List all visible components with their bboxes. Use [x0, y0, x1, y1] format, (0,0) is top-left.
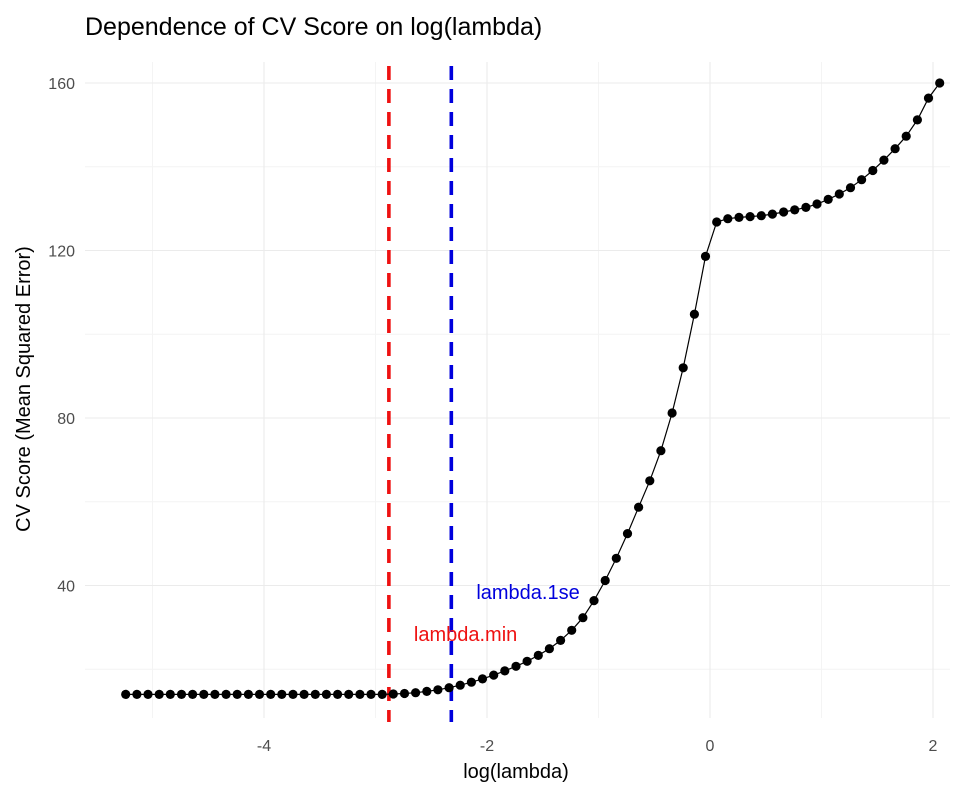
data-point	[333, 689, 343, 700]
reference-lines	[387, 66, 454, 722]
annotations: lambda.min lambda.1se	[414, 582, 580, 646]
data-point	[756, 211, 766, 221]
data-point	[845, 183, 856, 193]
y-tick-label: 120	[48, 244, 75, 261]
data-point	[556, 635, 566, 646]
chart-title: Dependence of CV Score on log(lambda)	[85, 13, 542, 41]
data-point	[767, 209, 778, 219]
tick-labels: -4 -2 0 2 40 80 120 160	[48, 76, 937, 755]
data-point	[645, 476, 655, 486]
data-point	[422, 686, 432, 697]
data-point	[857, 175, 867, 185]
data-point	[132, 689, 142, 700]
cv-series	[121, 78, 945, 700]
data-point	[388, 689, 398, 699]
data-point	[355, 689, 365, 700]
data-point	[232, 689, 242, 700]
data-point	[199, 689, 209, 700]
data-point	[622, 529, 633, 539]
data-point	[890, 144, 900, 154]
data-point	[310, 689, 320, 700]
y-tick-label: 160	[48, 76, 75, 93]
y-tick-label: 40	[57, 579, 75, 596]
data-point	[656, 446, 666, 456]
data-point	[455, 680, 465, 690]
data-point	[723, 214, 733, 224]
data-point	[611, 553, 621, 563]
data-point	[121, 689, 131, 700]
x-tick-label: 2	[929, 738, 938, 755]
data-point	[834, 189, 844, 199]
grid-lines	[85, 62, 950, 718]
data-point	[176, 689, 187, 700]
data-point	[344, 689, 354, 700]
data-point	[712, 217, 722, 227]
data-point	[634, 502, 644, 512]
y-axis-title: CV Score (Mean Squared Error)	[13, 246, 35, 532]
data-point	[511, 661, 521, 671]
data-point	[790, 205, 800, 215]
data-point	[600, 575, 610, 586]
data-point	[444, 683, 454, 693]
x-tick-label: -2	[480, 738, 494, 755]
data-point	[589, 596, 599, 606]
data-point	[165, 689, 175, 700]
data-point	[578, 613, 588, 623]
data-point	[801, 202, 811, 212]
data-point	[243, 689, 253, 700]
data-point	[188, 689, 198, 700]
data-point	[901, 131, 911, 141]
data-point	[154, 689, 164, 700]
data-point	[288, 689, 298, 700]
data-point	[779, 207, 789, 217]
data-point	[567, 625, 577, 635]
data-point	[299, 689, 309, 700]
data-point	[700, 251, 711, 261]
x-tick-label: -4	[257, 738, 271, 755]
data-point	[477, 674, 488, 684]
data-point	[411, 688, 421, 698]
data-point	[667, 408, 677, 418]
data-point	[935, 78, 945, 88]
data-point	[377, 689, 387, 700]
data-point	[868, 165, 878, 176]
data-point	[366, 689, 376, 700]
data-point	[277, 689, 287, 700]
data-point	[210, 689, 220, 700]
x-tick-label: 0	[706, 738, 715, 755]
data-point	[500, 666, 510, 676]
x-axis-title: log(lambda)	[463, 761, 569, 783]
data-point	[678, 363, 688, 373]
data-point	[433, 685, 443, 695]
data-point	[823, 194, 833, 204]
data-point	[221, 689, 231, 700]
data-point	[399, 688, 410, 699]
data-point	[734, 212, 744, 222]
y-tick-label: 80	[57, 411, 75, 428]
lambda-1se-label: lambda.1se	[476, 582, 579, 604]
data-point	[544, 644, 555, 654]
data-point	[879, 155, 889, 165]
data-point	[466, 677, 476, 687]
data-point	[489, 670, 499, 680]
lambda-min-label: lambda.min	[414, 624, 517, 646]
data-point	[689, 309, 700, 319]
data-point	[745, 212, 755, 222]
data-point	[912, 115, 923, 125]
data-point	[143, 689, 153, 700]
data-point	[254, 689, 265, 700]
data-point	[321, 689, 331, 700]
data-point	[266, 689, 276, 700]
data-point	[923, 93, 934, 103]
data-point	[522, 656, 532, 666]
data-point	[812, 199, 822, 209]
data-point	[533, 650, 543, 661]
